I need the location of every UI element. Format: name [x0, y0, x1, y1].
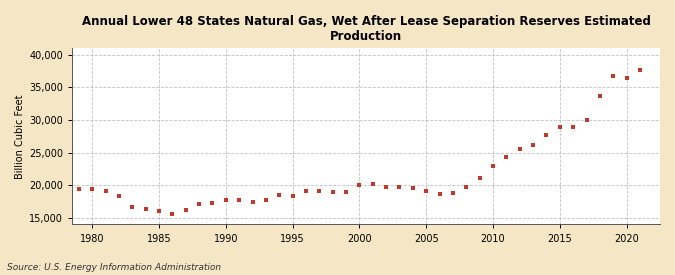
Text: Source: U.S. Energy Information Administration: Source: U.S. Energy Information Administ…: [7, 263, 221, 272]
Title: Annual Lower 48 States Natural Gas, Wet After Lease Separation Reserves Estimate: Annual Lower 48 States Natural Gas, Wet …: [82, 15, 651, 43]
Y-axis label: Billion Cubic Feet: Billion Cubic Feet: [15, 94, 25, 179]
